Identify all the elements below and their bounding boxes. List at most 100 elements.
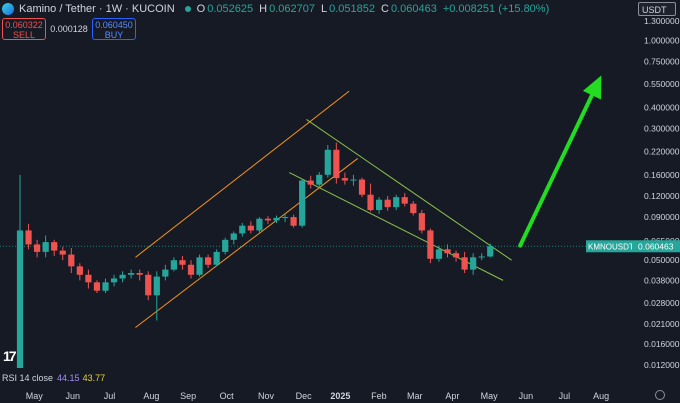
candle-body xyxy=(410,203,417,214)
candle-body xyxy=(393,197,400,208)
candle-body xyxy=(42,242,49,252)
ohlc-close-value: 0.060463 xyxy=(390,3,437,15)
price-axis-label: 0.012000 xyxy=(644,360,680,370)
time-axis-label: Jun xyxy=(519,391,534,401)
tradingview-logo-icon[interactable]: 17 xyxy=(3,348,17,364)
sell-button[interactable]: 0.060322 SELL xyxy=(2,18,46,40)
price-chart[interactable]: KMNOUSDT xyxy=(0,0,632,368)
candle-body xyxy=(170,260,177,270)
candle-body xyxy=(444,249,451,254)
price-axis-label: 0.750000 xyxy=(644,56,680,66)
candle-body xyxy=(470,257,477,270)
time-axis-label: 2025 xyxy=(330,391,350,401)
candle-body xyxy=(110,278,118,283)
candle-body xyxy=(299,180,306,226)
candle-body xyxy=(162,269,169,277)
candle-body xyxy=(34,244,41,252)
time-axis-label: Jun xyxy=(65,391,80,401)
candle-body xyxy=(76,266,83,275)
candle-body xyxy=(102,282,109,291)
time-axis-label: Nov xyxy=(258,391,275,401)
time-axis-label: Aug xyxy=(143,391,159,401)
candle-body xyxy=(384,199,391,208)
candle-body xyxy=(68,254,75,267)
spread-value: 0.000128 xyxy=(50,24,88,34)
price-axis-label: 0.550000 xyxy=(644,79,680,89)
time-axis[interactable]: May Jun Jul Aug Sep Oct Nov Dec 2025 Feb Mar Apr May… xyxy=(0,388,680,403)
trade-panel: 0.060322 SELL 0.000128 0.060450 BUY xyxy=(2,18,136,40)
price-axis-label: 0.400000 xyxy=(644,103,680,113)
price-axis-label: 0.120000 xyxy=(644,191,680,201)
time-axis-label: Feb xyxy=(371,391,387,401)
forecast-arrow-head xyxy=(582,75,602,100)
buy-label: BUY xyxy=(104,30,124,40)
ohlc-low-value: 0.051852 xyxy=(329,3,375,15)
candle-body xyxy=(205,257,212,265)
trend-channel-line xyxy=(135,90,350,258)
candle-body xyxy=(145,274,152,296)
kamino-coin-icon xyxy=(2,3,14,15)
candle-body xyxy=(461,257,468,270)
price-axis-label: 0.160000 xyxy=(644,170,680,180)
time-axis-label: Aug xyxy=(593,391,609,401)
time-axis-label: May xyxy=(481,391,499,401)
candle-body xyxy=(333,149,340,179)
last-price-tag xyxy=(632,240,680,253)
candle-body xyxy=(324,149,331,175)
candle-body xyxy=(239,225,246,234)
price-axis-label: 1.300000 xyxy=(644,16,680,26)
price-axis-label: 0.090000 xyxy=(644,212,680,222)
candle-body xyxy=(93,282,101,291)
candle-body xyxy=(281,217,289,219)
ohlc-open-key: O xyxy=(196,3,206,15)
market-status-dot-icon xyxy=(184,6,191,12)
time-axis-label: Jul xyxy=(559,391,571,401)
ohlc-high-key: H xyxy=(259,3,268,15)
candle-body xyxy=(85,274,92,283)
rsi-label: RSI 14 close xyxy=(2,373,54,383)
candle-body xyxy=(358,179,366,195)
forecast-arrow-shaft xyxy=(518,93,594,248)
price-axis-label: 0.016000 xyxy=(644,339,680,349)
time-axis-label: Oct xyxy=(220,391,235,401)
candle-body xyxy=(136,273,143,275)
rsi-value: 44.15 xyxy=(57,373,80,383)
candle-body xyxy=(213,251,220,265)
time-axis-label: Sep xyxy=(180,391,196,401)
sell-price: 0.060322 xyxy=(5,20,43,30)
candle-body xyxy=(119,274,126,279)
rsi-indicator-legend[interactable]: RSI 14 close 44.15 43.77 xyxy=(2,373,105,383)
buy-button[interactable]: 0.060450 BUY xyxy=(92,18,136,40)
ohlc-low-key: L xyxy=(320,3,328,15)
price-axis-label: 0.300000 xyxy=(644,124,680,134)
candle-body xyxy=(401,197,408,204)
candle-body xyxy=(307,180,314,185)
price-axis-label: 0.028000 xyxy=(644,298,680,308)
price-change: +0.008251 (+15.80%) xyxy=(442,3,550,15)
gear-icon[interactable] xyxy=(655,390,665,400)
price-axis[interactable]: 1.300000 1.000000 0.750000 0.550000 0.400000… xyxy=(632,0,680,388)
candle-body xyxy=(51,242,58,251)
legend-header: Kamino / Tether · 1W · KUCOIN O 0.052625 … xyxy=(2,3,549,15)
candle-body xyxy=(222,239,229,252)
price-axis-label: 0.038000 xyxy=(644,275,680,285)
time-axis-label: May xyxy=(26,391,44,401)
ohlc-open-value: 0.052625 xyxy=(207,3,254,15)
candle-body xyxy=(478,256,485,258)
candle-body xyxy=(264,218,272,221)
trend-channel-line xyxy=(306,119,512,261)
ohlc-high-value: 0.062707 xyxy=(269,3,315,15)
price-axis-label: 0.220000 xyxy=(644,146,680,156)
price-axis-background xyxy=(632,0,680,388)
symbol-title[interactable]: Kamino / Tether · 1W · KUCOIN xyxy=(19,3,175,15)
candle-body xyxy=(376,199,383,211)
currency-select[interactable]: USDT xyxy=(638,2,676,16)
candle-body xyxy=(290,217,297,226)
time-axis-label: Dec xyxy=(296,391,313,401)
price-axis-label: 1.000000 xyxy=(644,35,680,45)
candle-body xyxy=(179,260,186,265)
symbol-tag-label: KMNOUSDT xyxy=(588,242,632,251)
rsi-ma-value: 43.77 xyxy=(82,373,106,383)
time-axis-label: Mar xyxy=(407,391,423,401)
candle-body xyxy=(367,194,374,211)
